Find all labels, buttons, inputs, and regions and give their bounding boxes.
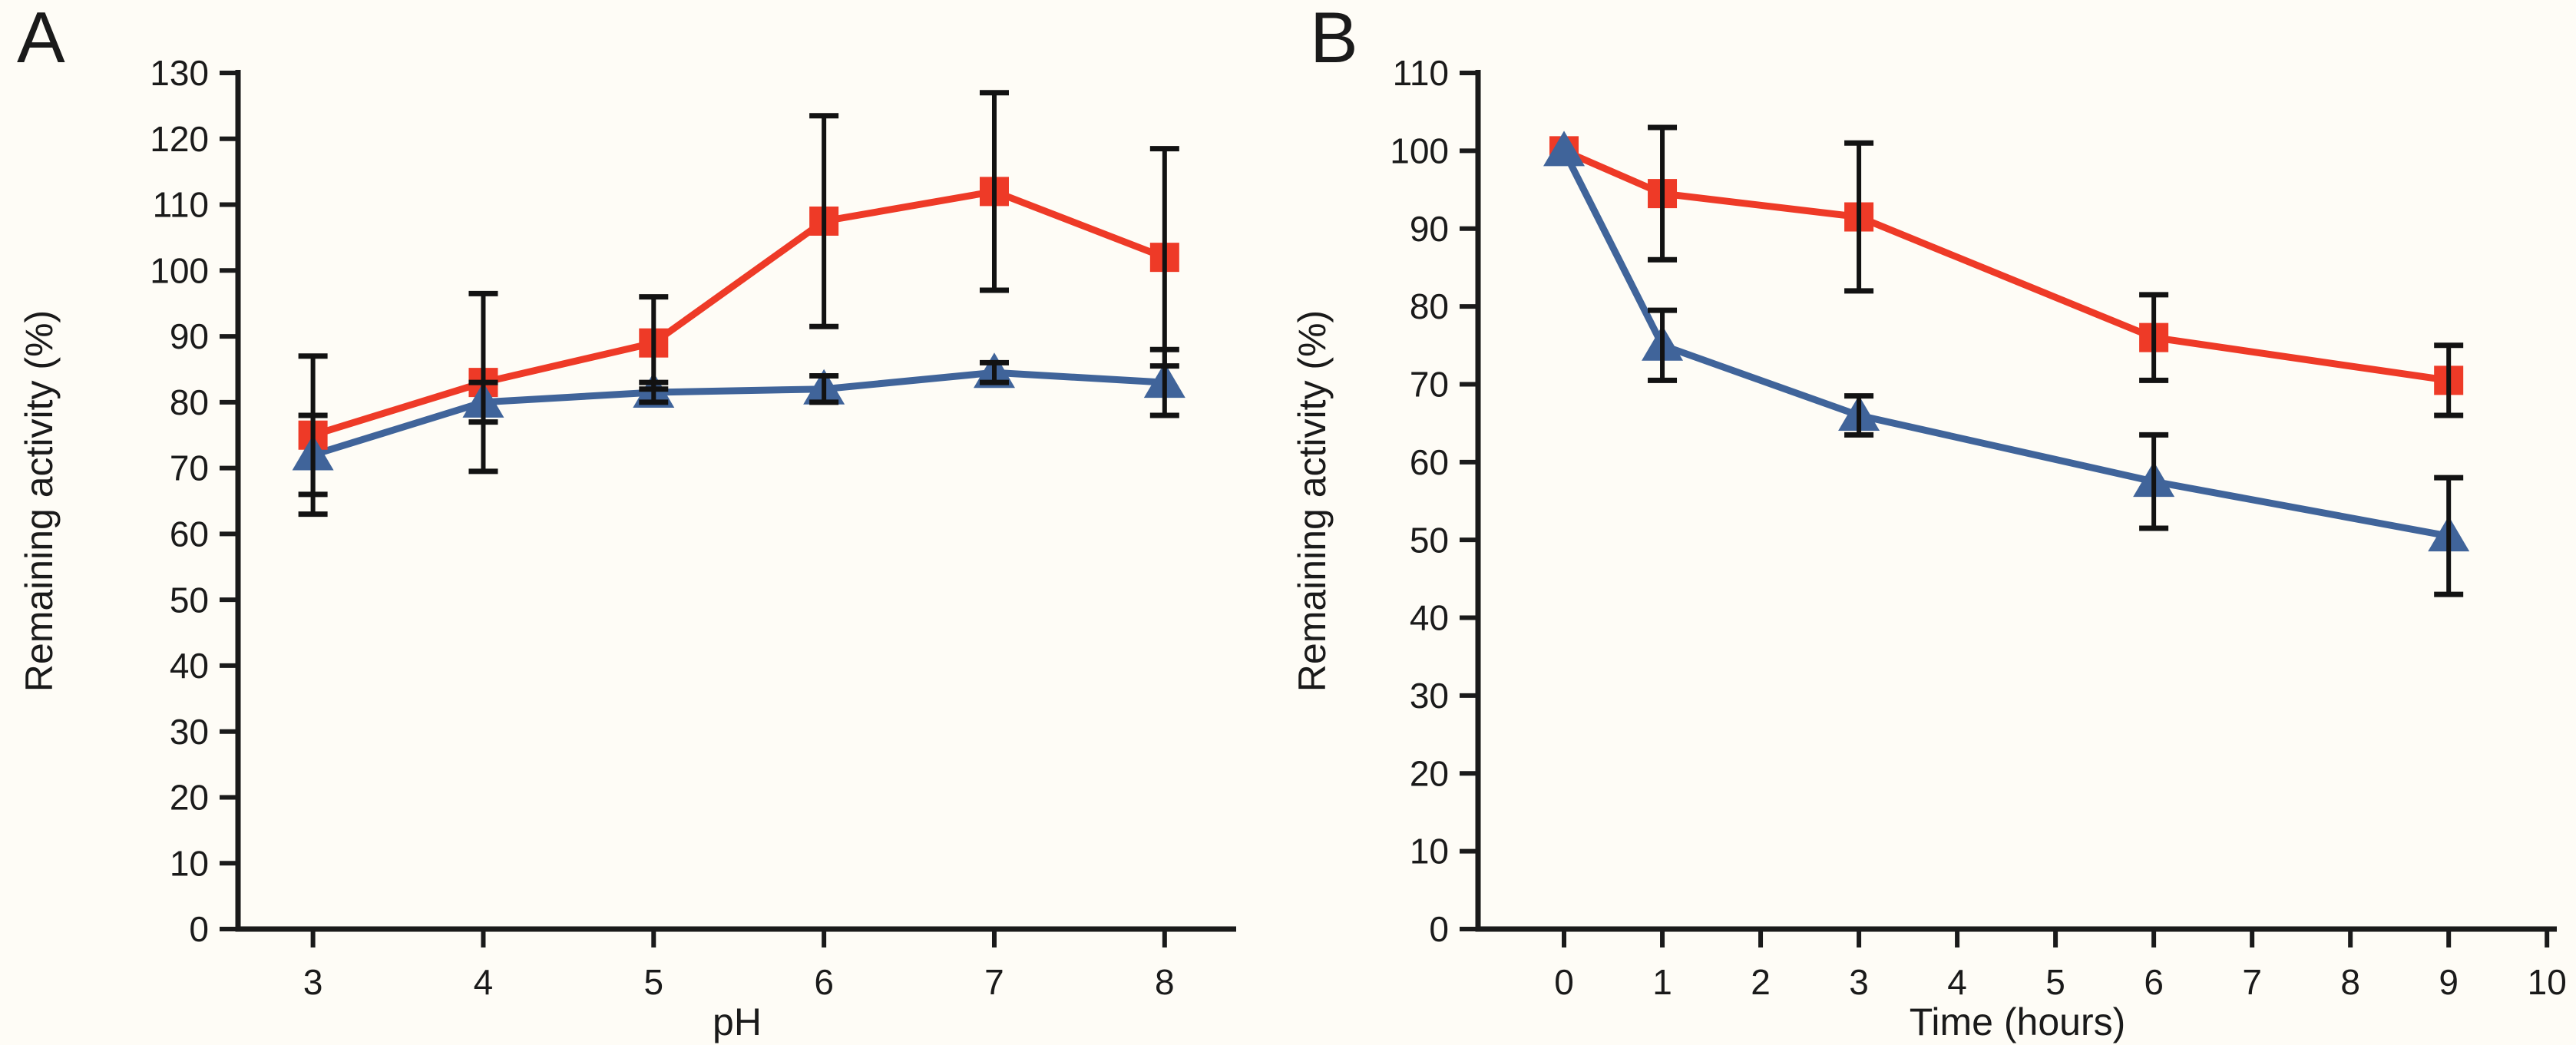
- y-axis-title: Remaining activity (%): [18, 310, 61, 692]
- x-tick-label: 8: [1155, 962, 1175, 1002]
- y-tick-label: 40: [170, 646, 209, 686]
- y-tick-label: 60: [170, 514, 209, 554]
- x-tick-label: 6: [814, 962, 834, 1002]
- y-tick-label: 50: [170, 580, 209, 620]
- red-squares-line: [312, 187, 1166, 439]
- y-tick-label: 100: [150, 250, 209, 290]
- y-tick-label: 90: [1410, 209, 1449, 249]
- x-tick-label: 4: [1947, 962, 1967, 1002]
- panel-b-label: B: [1310, 0, 1358, 78]
- y-tick-label: 120: [150, 119, 209, 159]
- y-tick-label: 80: [170, 382, 209, 422]
- y-tick-label: 130: [150, 53, 209, 93]
- y-tick-label: 50: [1410, 520, 1449, 560]
- y-tick-label: 20: [170, 778, 209, 818]
- panel-a-label: A: [17, 0, 65, 78]
- panel-b: B 0 10 20 30 40 50 60 70 80 90 100 110 0 1 2 3 4 5 6 7 8 9 10 R…: [1288, 0, 2576, 1045]
- y-tick-label: 0: [1429, 909, 1449, 949]
- y-tick-label: 110: [153, 185, 209, 225]
- x-tick-label: 9: [2439, 962, 2459, 1002]
- x-axis-title: Time (hours): [1910, 1000, 2126, 1043]
- panel-a-chart: 0 10 20 30 40 50 60 70 80 90 100 110 120 130 3 4 5 6 7 8 Rem…: [18, 53, 1236, 1043]
- blue-triangles-marker: [1543, 131, 1586, 167]
- y-tick-label: 70: [170, 448, 209, 488]
- x-tick-label: 1: [1652, 962, 1672, 1002]
- y-tick-label: 10: [170, 843, 209, 883]
- x-tick-label: 7: [2242, 962, 2262, 1002]
- y-tick-label: 80: [1410, 286, 1449, 326]
- y-axis-title: Remaining activity (%): [1291, 310, 1334, 692]
- y-tick-label: 30: [1410, 676, 1449, 716]
- y-tick-label: 90: [170, 316, 209, 356]
- x-tick-label: 10: [2528, 962, 2567, 1002]
- x-tick-label: 5: [644, 962, 664, 1002]
- y-tick-label: 10: [1410, 832, 1449, 871]
- y-tick-label: 70: [1410, 365, 1449, 405]
- panel-b-chart: 0 10 20 30 40 50 60 70 80 90 100 110 0 1 2 3 4 5 6 7 8 9 10 Rem…: [1291, 53, 2567, 1043]
- blue-triangles-line: [1560, 149, 2449, 540]
- blue-triangles-line: [312, 369, 1166, 458]
- y-tick-label: 60: [1410, 442, 1449, 482]
- x-tick-label: 6: [2144, 962, 2164, 1002]
- y-tick-label: 110: [1393, 53, 1449, 93]
- x-tick-label: 5: [2045, 962, 2065, 1002]
- y-tick-label: 100: [1390, 131, 1449, 170]
- x-tick-label: 3: [303, 962, 323, 1002]
- x-tick-label: 2: [1751, 962, 1771, 1002]
- x-axis-title: pH: [713, 1000, 762, 1043]
- x-tick-label: 0: [1554, 962, 1574, 1002]
- y-tick-label: 30: [170, 712, 209, 752]
- y-tick-label: 0: [189, 909, 209, 949]
- x-tick-label: 7: [984, 962, 1004, 1002]
- y-tick-label: 40: [1410, 598, 1449, 638]
- x-tick-label: 8: [2340, 962, 2360, 1002]
- y-tick-label: 20: [1410, 753, 1449, 793]
- red-squares-line: [1562, 147, 2449, 384]
- x-tick-label: 3: [1849, 962, 1869, 1002]
- panel-a: A 0 10 20 30 40 50 60 70 80 90 100 110 120 130 3 4 5 6 7 8 R…: [17, 0, 1236, 1043]
- x-tick-label: 4: [474, 962, 494, 1002]
